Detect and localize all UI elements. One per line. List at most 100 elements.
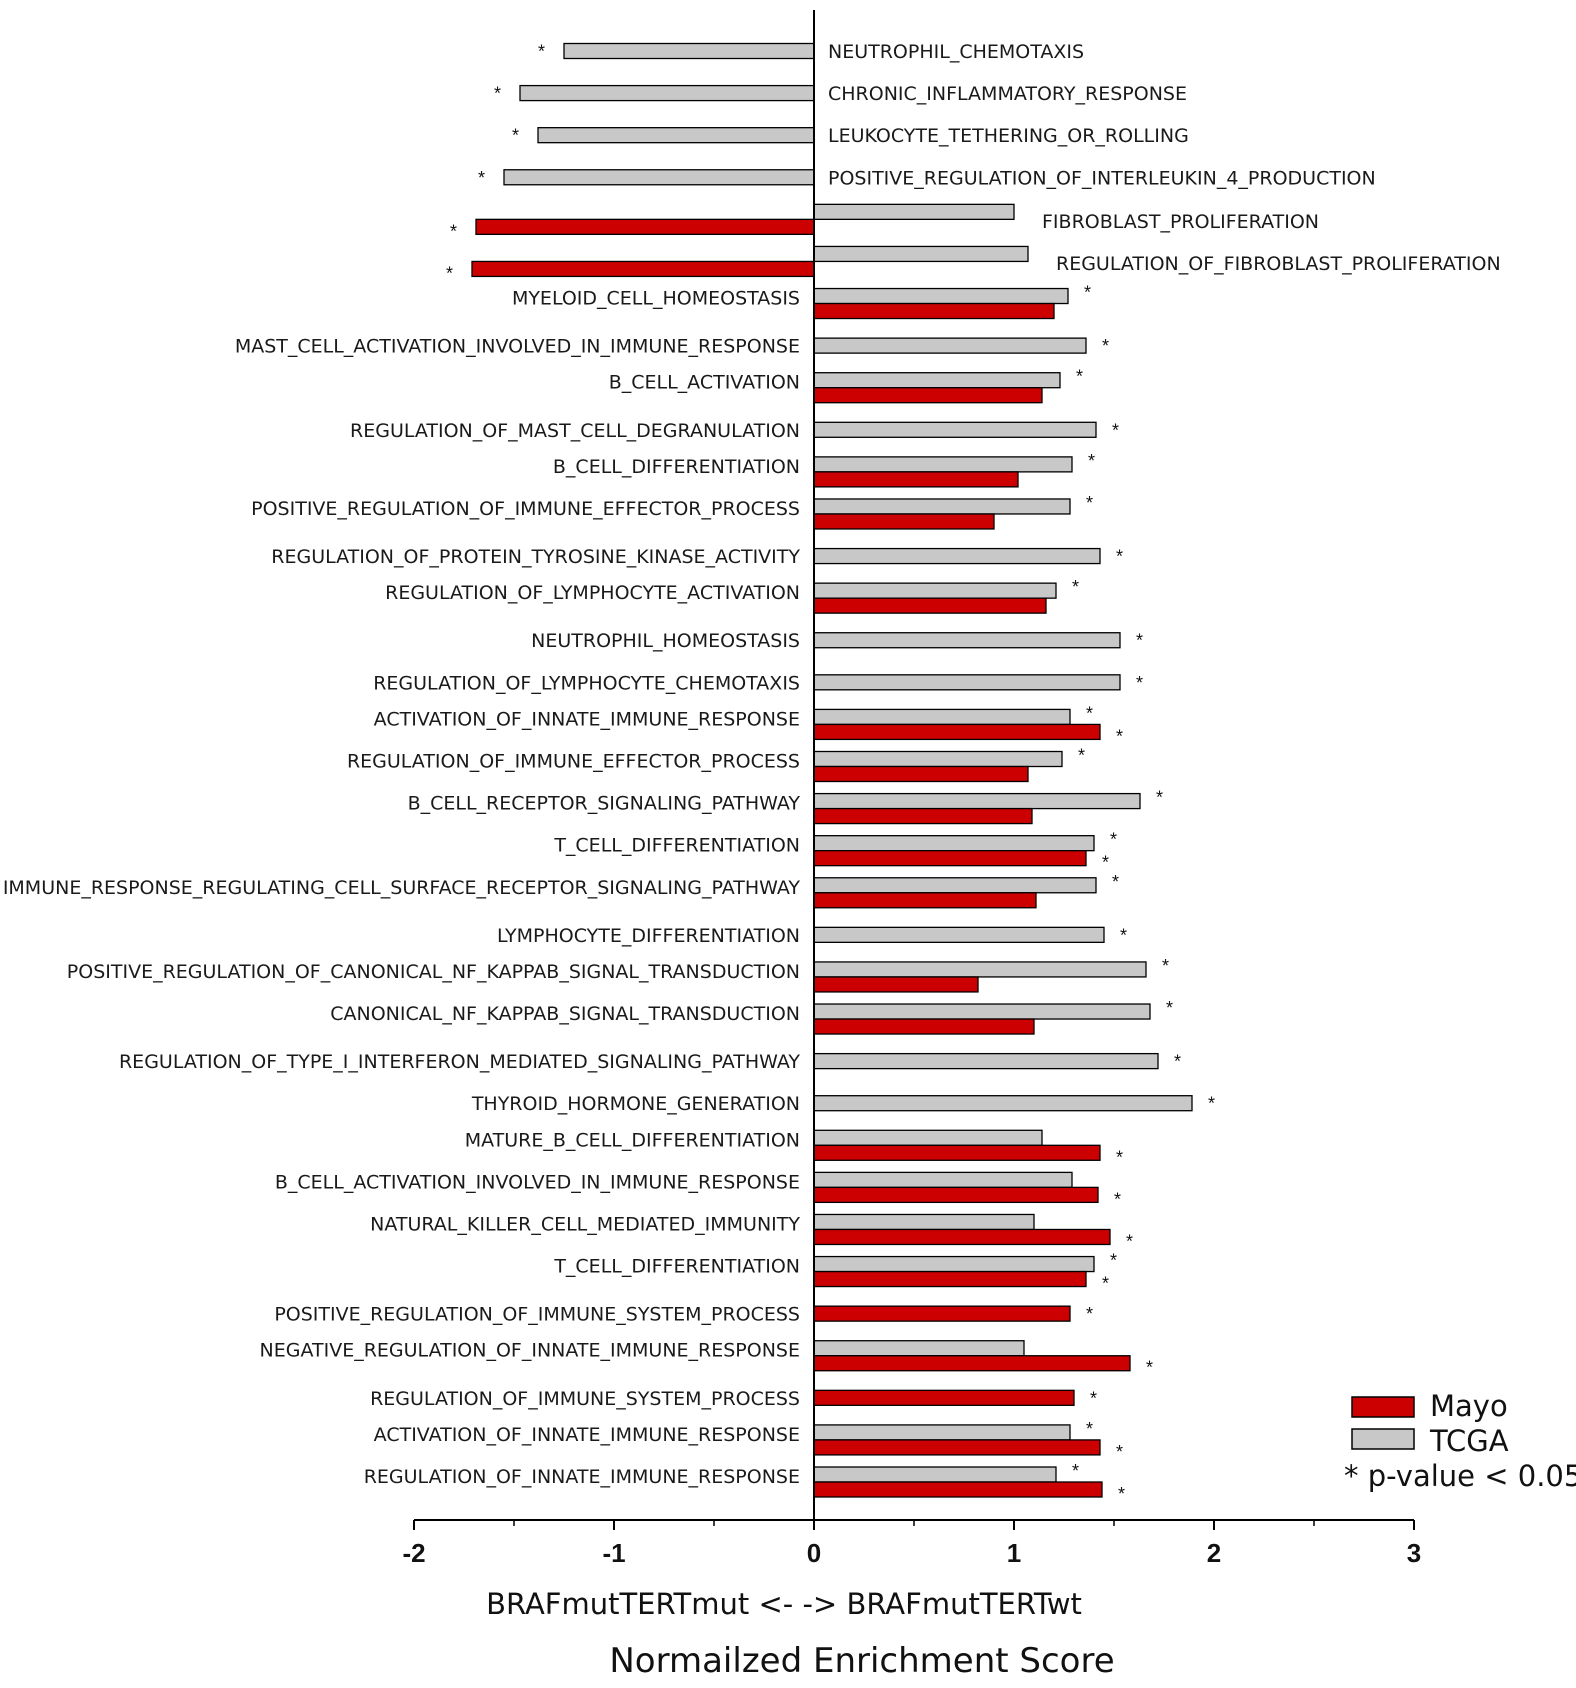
star-tcga: * xyxy=(1086,493,1093,513)
pathway-label: NEUTROPHIL_HOMEOSTASIS xyxy=(531,630,800,652)
star-tcga: * xyxy=(1162,956,1169,976)
bar-mayo xyxy=(813,1270,1087,1288)
bar-mayo xyxy=(813,1228,1111,1246)
bar-tcga xyxy=(813,498,1071,515)
bar-mayo xyxy=(813,850,1087,867)
star-tcga: * xyxy=(494,84,501,104)
pathway-label: MAST_CELL_ACTIVATION_INVOLVED_IN_IMMUNE_… xyxy=(235,336,800,358)
stars-layer: * * * * * * * * * * * * * * * * * * * * * * * * * * * * * * * * * * * * * * * * xyxy=(446,42,1215,1505)
pathway-label: MATURE_B_CELL_DIFFERENTIATION xyxy=(465,1129,800,1151)
pathway-label: REGULATION_OF_LYMPHOCYTE_CHEMOTAXIS xyxy=(373,672,800,694)
star-tcga: * xyxy=(1110,1251,1117,1271)
star-tcga: * xyxy=(1110,830,1117,850)
star-mayo: * xyxy=(1116,1442,1123,1462)
star-mayo: * xyxy=(1116,726,1123,746)
star-tcga: * xyxy=(1166,998,1173,1018)
star-tcga: * xyxy=(1136,631,1143,651)
star-mayo: * xyxy=(1118,1484,1125,1504)
bars-layer xyxy=(471,42,1193,1498)
pathway-label: T_CELL_DIFFERENTIATION xyxy=(553,1256,800,1278)
bar-tcga xyxy=(813,1052,1159,1070)
bar-mayo xyxy=(813,471,1019,488)
bar-tcga xyxy=(813,287,1069,305)
bar-mayo xyxy=(813,597,1047,614)
star-mayo: * xyxy=(1146,1358,1153,1378)
bar-tcga xyxy=(813,750,1063,768)
pathway-label: T_CELL_DIFFERENTIATION xyxy=(553,835,800,857)
star-mayo: * xyxy=(1114,1189,1121,1209)
bar-mayo xyxy=(813,723,1101,741)
star-tcga: * xyxy=(1116,547,1123,567)
star-mayo: * xyxy=(1090,1388,1097,1408)
x-tick-label: 2 xyxy=(1207,1538,1221,1568)
pathway-label: THYROID_HORMONE_GENERATION xyxy=(471,1093,800,1115)
labels-layer: NEUTROPHIL_CHEMOTAXIS CHRONIC_INFLAMMATOR… xyxy=(3,41,1501,1488)
pathway-label: POSITIVE_REGULATION_OF_INTERLEUKIN_4_PRO… xyxy=(828,167,1376,189)
x-tick-label: 3 xyxy=(1407,1538,1421,1568)
bar-tcga xyxy=(813,1095,1193,1112)
star-tcga: * xyxy=(1208,1094,1215,1114)
bar-tcga xyxy=(813,632,1121,649)
pathway-label: LYMPHOCYTE_DIFFERENTIATION xyxy=(497,925,800,947)
pathway-label: REGULATION_OF_IMMUNE_SYSTEM_PROCESS xyxy=(370,1388,800,1410)
bar-tcga xyxy=(813,792,1141,810)
star-tcga: * xyxy=(1112,872,1119,892)
star-tcga: * xyxy=(1174,1052,1181,1072)
bar-mayo xyxy=(813,1355,1131,1372)
bar-tcga xyxy=(813,547,1101,565)
x-axis-title: Normailzed Enrichment Score xyxy=(609,1641,1114,1681)
legend-label-mayo: Mayo xyxy=(1430,1389,1508,1423)
bar-tcga xyxy=(813,1129,1043,1146)
bar-tcga xyxy=(813,708,1071,726)
star-mayo: * xyxy=(1116,1147,1123,1167)
legend: Mayo TCGA * p-value < 0.05 xyxy=(1344,1389,1576,1493)
bar-tcga xyxy=(813,835,1095,852)
star-mayo: * xyxy=(1102,1274,1109,1294)
star-mayo: * xyxy=(450,221,457,241)
bar-mayo xyxy=(813,892,1037,909)
pathway-label: REGULATION_OF_MAST_CELL_DEGRANULATION xyxy=(350,420,800,442)
bar-tcga xyxy=(813,1255,1095,1273)
star-tcga: * xyxy=(1156,788,1163,808)
bar-tcga xyxy=(813,1340,1025,1357)
star-mayo: * xyxy=(1086,1304,1093,1324)
pathway-label: REGULATION_OF_LYMPHOCYTE_ACTIVATION xyxy=(385,582,800,604)
bar-tcga xyxy=(813,372,1061,389)
bar-mayo xyxy=(813,1305,1071,1322)
bar-tcga xyxy=(519,84,815,102)
bar-tcga xyxy=(813,421,1097,438)
star-mayo: * xyxy=(446,263,453,283)
bar-tcga xyxy=(813,203,1015,221)
star-tcga: * xyxy=(1076,367,1083,387)
bar-tcga xyxy=(813,1424,1071,1441)
bar-mayo xyxy=(813,1144,1101,1161)
pathway-label: POSITIVE_REGULATION_OF_IMMUNE_EFFECTOR_P… xyxy=(251,498,800,520)
pathway-label: CANONICAL_NF_KAPPAB_SIGNAL_TRANSDUCTION xyxy=(330,1003,800,1025)
x-axis-label: BRAFmutTERTmut <- -> BRAFmutTERTwt xyxy=(486,1587,1082,1621)
pathway-label: REGULATION_OF_FIBROBLAST_PROLIFERATION xyxy=(1056,253,1501,275)
bar-tcga xyxy=(813,582,1057,599)
pathway-label: IMMUNE_RESPONSE_REGULATING_CELL_SURFACE_… xyxy=(3,877,801,899)
legend-significance-note: * p-value < 0.05 xyxy=(1344,1459,1576,1493)
star-tcga: * xyxy=(1112,420,1119,440)
bar-mayo xyxy=(813,765,1029,783)
bar-tcga xyxy=(813,877,1097,894)
bar-tcga xyxy=(813,1003,1151,1020)
bar-tcga xyxy=(813,1213,1035,1231)
bar-mayo xyxy=(813,807,1033,825)
star-tcga: * xyxy=(512,126,519,146)
x-tick-label: -1 xyxy=(602,1538,625,1568)
pathway-label: B_CELL_ACTIVATION xyxy=(609,372,800,394)
star-tcga: * xyxy=(1136,673,1143,693)
star-tcga: * xyxy=(1072,1461,1079,1481)
pathway-label: CHRONIC_INFLAMMATORY_RESPONSE xyxy=(828,83,1187,105)
bar-mayo xyxy=(475,218,815,236)
legend-label-tcga: TCGA xyxy=(1429,1424,1509,1458)
bar-tcga xyxy=(813,1466,1057,1483)
bar-tcga xyxy=(813,337,1087,354)
pathway-label: REGULATION_OF_INNATE_IMMUNE_RESPONSE xyxy=(364,1466,800,1488)
bar-tcga xyxy=(813,456,1073,473)
pathway-label: MYELOID_CELL_HOMEOSTASIS xyxy=(512,288,800,310)
bar-tcga xyxy=(813,926,1105,944)
star-tcga: * xyxy=(538,42,545,62)
